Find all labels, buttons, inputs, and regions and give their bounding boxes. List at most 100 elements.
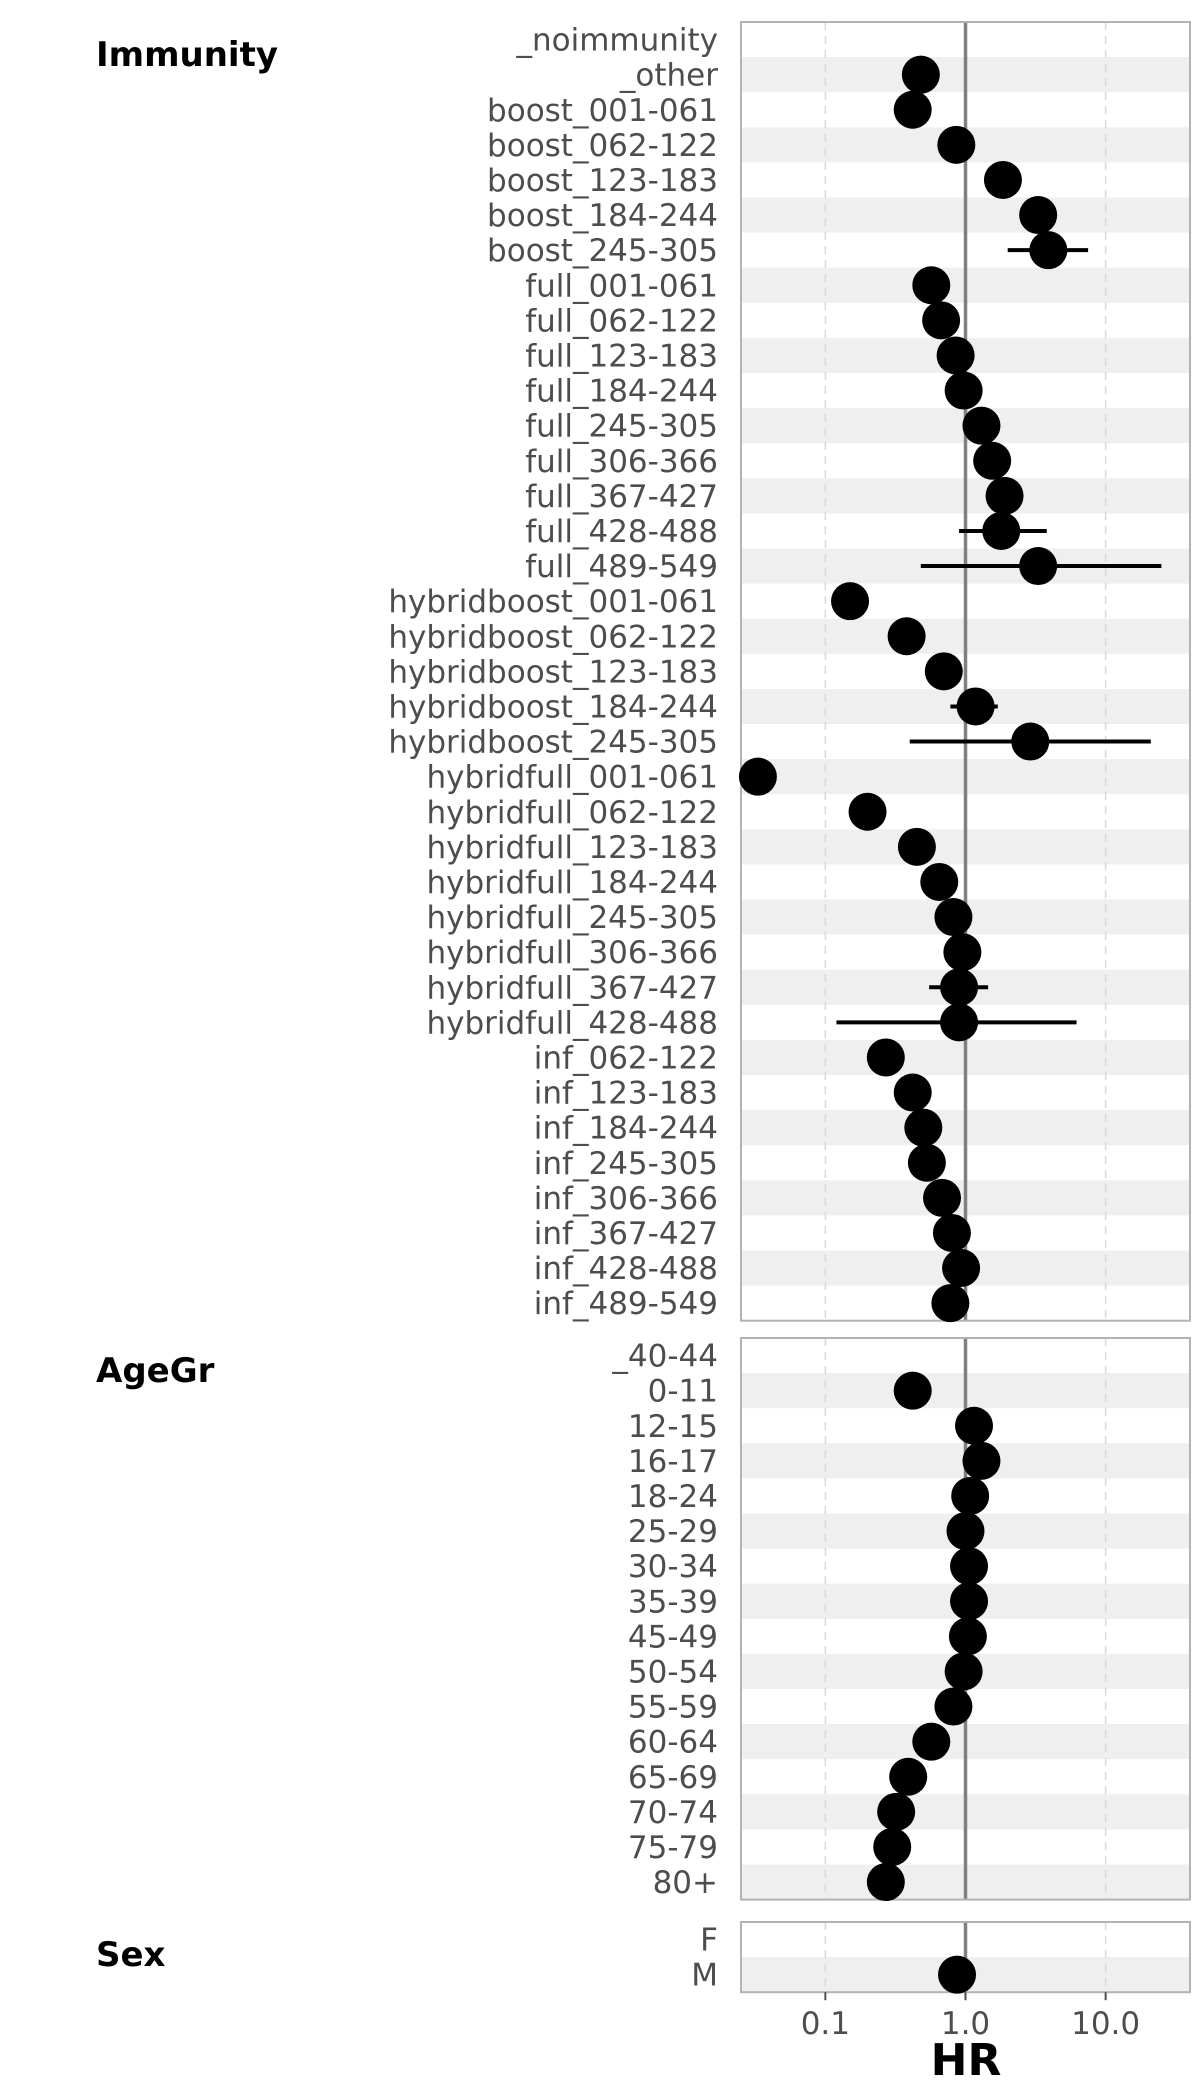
row-label: hybridfull_367-427	[426, 970, 718, 1006]
hr-point	[944, 371, 983, 410]
row-label: 45-49	[628, 1619, 718, 1655]
row-label: hybridboost_245-305	[388, 725, 718, 761]
hr-point	[1011, 722, 1050, 761]
row-label: hybridfull_062-122	[426, 795, 718, 831]
hr-point	[982, 511, 1021, 550]
row-label: full_245-305	[525, 409, 718, 445]
hr-point	[866, 1863, 905, 1902]
row-label: full_184-244	[525, 374, 718, 410]
row-label: boost_001-061	[487, 93, 718, 129]
x-axis: 0.1 1.0 10.0	[801, 1992, 1140, 2042]
hr-point	[962, 1441, 1001, 1480]
hr-point	[924, 652, 963, 691]
hr-point	[912, 1722, 951, 1761]
hr-point	[940, 968, 979, 1007]
row-label: _noimmunity	[515, 23, 718, 59]
hr-point	[887, 617, 926, 656]
hr-point	[904, 1108, 943, 1147]
row-label: 18-24	[628, 1479, 718, 1515]
hr-point	[866, 1038, 905, 1077]
row-label: inf_184-244	[534, 1111, 718, 1147]
row-label: inf_306-366	[534, 1181, 718, 1217]
group-title: Sex	[96, 1935, 166, 1975]
hr-point	[950, 1582, 989, 1621]
row-label: boost_062-122	[487, 128, 718, 164]
panel-border	[740, 21, 1191, 1322]
group-title: Immunity	[96, 35, 278, 75]
row-label: 55-59	[628, 1690, 718, 1726]
panel-agegr: AgeGr _40-440-1112-1516-1718-2425-2930-34…	[96, 1337, 1191, 1902]
row-label: 0-11	[648, 1374, 718, 1410]
row-label: full_123-183	[525, 338, 718, 374]
hr-point	[912, 266, 951, 305]
row-label: boost_123-183	[487, 163, 718, 199]
hr-point	[943, 933, 982, 972]
row-label: full_428-488	[525, 514, 718, 550]
hr-point	[948, 1617, 987, 1656]
hr-point	[893, 1073, 932, 1112]
hr-point	[934, 1687, 973, 1726]
hr-point	[901, 55, 940, 94]
row-label: 16-17	[628, 1444, 718, 1480]
hr-point	[973, 441, 1012, 480]
row-label: full_062-122	[525, 303, 718, 339]
row-label: M	[691, 1958, 718, 1994]
row-label: inf_367-427	[534, 1216, 718, 1252]
hr-point	[873, 1827, 912, 1866]
row-label: inf_123-183	[534, 1076, 718, 1112]
panel-sex: Sex FM	[96, 1921, 1191, 1994]
row-label: 25-29	[628, 1514, 718, 1550]
hr-point	[877, 1792, 916, 1831]
row-label: hybridfull_306-366	[426, 935, 718, 971]
x-axis-title: HR	[931, 2035, 1002, 2086]
hr-point	[1019, 196, 1058, 235]
row-label: boost_245-305	[487, 233, 718, 269]
row-label: 12-15	[628, 1409, 718, 1445]
x-tick-label: 0.1	[801, 2006, 850, 2042]
row-label: _40-44	[611, 1339, 718, 1375]
hr-point	[946, 1512, 985, 1551]
x-tick-label: 10.0	[1071, 2006, 1140, 2042]
row-label: hybridboost_001-061	[388, 584, 718, 620]
row-label: hybridfull_001-061	[426, 760, 718, 796]
hr-point	[985, 476, 1024, 515]
row-label: full_001-061	[525, 268, 718, 304]
x-tick-label: 1.0	[941, 2006, 990, 2042]
hr-point	[944, 1652, 983, 1691]
row-label: 65-69	[628, 1760, 718, 1796]
row-label: 35-39	[628, 1584, 718, 1620]
hr-point	[848, 792, 887, 831]
hr-point	[897, 827, 936, 866]
hr-point	[937, 125, 976, 164]
hr-point	[931, 1284, 970, 1323]
hr-point	[923, 1178, 962, 1217]
row-label: _other	[619, 58, 718, 94]
forest-panels: Immunity _noimmunity_otherboost_001-061bo…	[96, 21, 1191, 1994]
hr-point	[936, 336, 975, 375]
hr-point	[1029, 231, 1068, 270]
panel-immunity: Immunity _noimmunity_otherboost_001-061bo…	[96, 21, 1191, 1323]
hr-point	[940, 1003, 979, 1042]
hr-point	[962, 406, 1001, 445]
row-label: hybridfull_184-244	[426, 865, 718, 901]
row-label: full_489-549	[525, 549, 718, 585]
hr-point	[920, 862, 959, 901]
hr-point	[907, 1143, 946, 1182]
row-label: boost_184-244	[487, 198, 718, 234]
hr-point	[942, 1249, 981, 1288]
row-label: hybridfull_428-488	[426, 1005, 718, 1041]
hr-point	[950, 1547, 989, 1586]
hr-point	[738, 757, 777, 796]
hr-point	[955, 1406, 994, 1445]
hr-point	[934, 898, 973, 937]
row-label: F	[700, 1923, 718, 1959]
row-label: full_367-427	[525, 479, 718, 515]
hr-point	[893, 1371, 932, 1410]
hr-point	[951, 1476, 990, 1515]
row-label: inf_428-488	[534, 1251, 718, 1287]
row-label: 60-64	[628, 1725, 718, 1761]
row-label: hybridboost_062-122	[388, 619, 718, 655]
hr-point	[1019, 547, 1058, 586]
row-label: hybridfull_245-305	[426, 900, 718, 936]
row-label: inf_062-122	[534, 1040, 718, 1076]
